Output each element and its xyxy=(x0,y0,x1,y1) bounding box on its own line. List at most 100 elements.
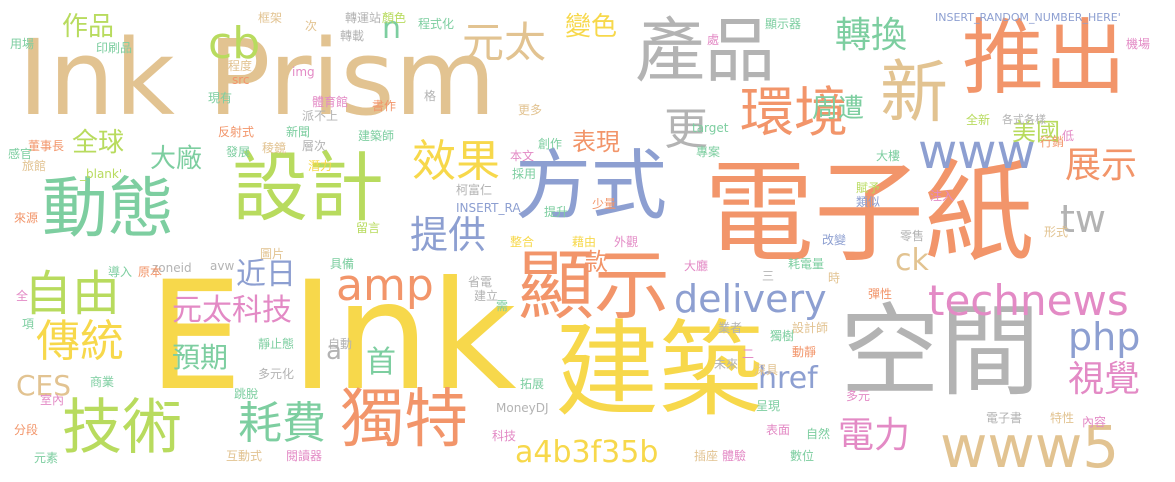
cloud-word: 藉由 xyxy=(572,235,597,249)
cloud-word: 互動式 xyxy=(226,449,263,463)
cloud-word: ck xyxy=(895,243,929,278)
cloud-word: avw xyxy=(210,259,235,273)
cloud-word: 來源 xyxy=(14,211,39,225)
cloud-word: 商業 xyxy=(90,375,115,389)
cloud-word: 項 xyxy=(22,317,35,331)
cloud-word: 改變 xyxy=(822,233,847,247)
cloud-word: 推出 xyxy=(962,11,1127,106)
cloud-word: 多元 xyxy=(846,389,871,403)
cloud-word: 新 xyxy=(880,54,949,133)
cloud-word: tw xyxy=(1060,197,1106,241)
cloud-word: target xyxy=(692,121,729,135)
cloud-word: 電子書 xyxy=(986,411,1023,425)
cloud-word: delivery xyxy=(674,277,827,321)
cloud-word: 程式化 xyxy=(418,17,455,31)
cloud-word: 自然 xyxy=(806,427,831,441)
cloud-word: 展示 xyxy=(1065,145,1138,186)
cloud-word: 行銷 xyxy=(1040,135,1065,149)
cloud-word: 科技 xyxy=(492,429,517,443)
cloud-word: 轉換 xyxy=(835,15,908,56)
cloud-word: 靜止態 xyxy=(258,337,295,351)
cloud-word: technews xyxy=(928,276,1129,325)
cloud-word: 形式 xyxy=(1044,225,1069,239)
cloud-word: 專案 xyxy=(696,145,721,159)
cloud-word: 作品 xyxy=(62,12,115,42)
cloud-word: 深具 xyxy=(754,363,779,377)
cloud-word: 近日 xyxy=(236,257,296,292)
cloud-word: 具備 xyxy=(330,257,355,271)
cloud-word: 低 xyxy=(1062,129,1075,143)
cloud-word: cb xyxy=(208,18,261,69)
cloud-word: 創作 xyxy=(538,137,563,151)
cloud-word: 獨樹 xyxy=(770,329,795,343)
cloud-word: 類似 xyxy=(856,195,881,209)
cloud-word: 外觀 xyxy=(614,235,639,249)
cloud-word: 各式各樣 xyxy=(1002,113,1046,126)
cloud-word: CES xyxy=(16,369,72,402)
cloud-word: 首 xyxy=(366,345,396,380)
cloud-word: 提供 xyxy=(410,213,487,257)
cloud-word: 機場 xyxy=(1126,37,1151,51)
cloud-word: 轉運站 xyxy=(345,11,382,25)
cloud-word: 獨特 xyxy=(340,383,468,457)
cloud-word: 反射式 xyxy=(218,125,255,139)
cloud-word: 款 xyxy=(584,248,608,276)
cloud-word: _blank' xyxy=(80,167,123,181)
cloud-word: 建築 xyxy=(555,309,764,431)
cloud-word: 二 xyxy=(742,347,755,361)
cloud-word: 採用 xyxy=(512,167,537,181)
cloud-word: 留言 xyxy=(356,221,381,235)
cloud-word: 時 xyxy=(828,271,841,285)
cloud-word: www5 xyxy=(940,413,1120,481)
cloud-word: 數位 xyxy=(790,449,815,463)
cloud-word: 業者 xyxy=(718,321,743,335)
cloud-word: 顯示 xyxy=(518,241,670,330)
cloud-word: 發展 xyxy=(226,145,251,159)
cloud-word: 動態 xyxy=(42,170,174,247)
cloud-word: 框架 xyxy=(258,11,283,25)
cloud-word: 耗電量 xyxy=(788,257,825,271)
cloud-word: 電力 xyxy=(838,415,911,456)
cloud-word: 提升 xyxy=(544,205,569,219)
cloud-word: 元太科技 xyxy=(172,293,292,328)
cloud-word: 圖片 xyxy=(260,247,285,261)
cloud-word: 環境 xyxy=(740,81,848,144)
cloud-word: INSERT_RANDOM_NUMBER_HERE' xyxy=(935,11,1121,24)
cloud-word: 設計 xyxy=(232,143,384,232)
cloud-word: a4b3f35b xyxy=(515,435,659,470)
cloud-word: zoneid xyxy=(152,261,192,275)
cloud-word: MoneyDJ xyxy=(496,401,549,415)
cloud-word: 本文 xyxy=(510,149,535,163)
cloud-word: 印刷品 xyxy=(96,41,133,55)
cloud-word: 周遭 xyxy=(812,94,865,124)
cloud-word: 大樓 xyxy=(876,149,901,163)
cloud-word: 自動 xyxy=(328,337,353,351)
cloud-word: 董事長 xyxy=(28,139,65,153)
cloud-word: 潛力 xyxy=(308,159,333,173)
cloud-word: a xyxy=(326,336,342,366)
cloud-word: 需 xyxy=(496,299,509,313)
cloud-word: 預期 xyxy=(172,341,229,374)
cloud-word: 效果 xyxy=(412,136,500,187)
cloud-word: E Ink xyxy=(148,250,517,424)
cloud-word: 變色 xyxy=(565,12,618,42)
cloud-word: 三 xyxy=(762,269,775,283)
cloud-word: 方式 xyxy=(515,141,667,230)
cloud-word: Ink Prism xyxy=(18,17,496,139)
cloud-word: 賦予 xyxy=(856,181,881,195)
cloud-word: 空間 xyxy=(840,293,1040,410)
cloud-word: 室內 xyxy=(40,393,65,407)
cloud-word: 多元化 xyxy=(258,367,295,381)
cloud-word: 跳脫 xyxy=(234,387,259,401)
cloud-word: 更多 xyxy=(518,103,543,117)
cloud-word: n xyxy=(382,11,402,46)
cloud-word: www xyxy=(918,124,1036,180)
cloud-word: 表現 xyxy=(572,128,620,156)
cloud-word: 彈性 xyxy=(868,287,893,301)
cloud-word: 全新 xyxy=(966,113,991,127)
cloud-word: 未來 xyxy=(714,357,739,371)
cloud-word: 書作 xyxy=(372,99,397,113)
cloud-word: 特性 xyxy=(1050,411,1075,425)
cloud-word: src xyxy=(232,73,250,87)
